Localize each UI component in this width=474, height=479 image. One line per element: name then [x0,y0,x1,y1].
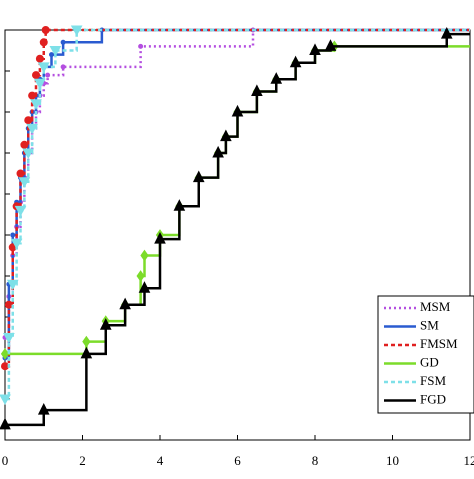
x-tick-label: 12 [464,453,474,468]
series [3,28,470,340]
legend-label: MSM [420,299,451,314]
x-tick-label: 10 [386,453,399,468]
marker [139,44,143,48]
marker [25,117,32,124]
marker [17,170,24,177]
legend-label: SM [420,317,439,332]
marker [29,92,36,99]
x-tick-label: 2 [79,453,86,468]
marker [42,27,49,34]
legend-label: FMSM [420,336,458,351]
x-tick-label: 6 [234,453,241,468]
legend-label: GD [420,354,439,369]
x-tick-label: 4 [157,453,164,468]
marker [5,301,12,308]
marker [40,39,47,46]
marker [61,65,65,69]
marker [11,233,15,237]
legend-label: FGD [420,391,446,406]
x-tick-label: 8 [312,453,319,468]
marker [61,40,65,44]
step-line [5,30,470,338]
marker [50,53,54,57]
marker [21,141,28,148]
marker [141,251,148,261]
x-tick-label: 0 [2,453,9,468]
marker [2,363,9,370]
marker [36,55,43,62]
marker [137,271,144,281]
marker [33,72,40,79]
marker [83,337,90,347]
legend-label: FSM [420,373,446,388]
marker [46,73,50,77]
